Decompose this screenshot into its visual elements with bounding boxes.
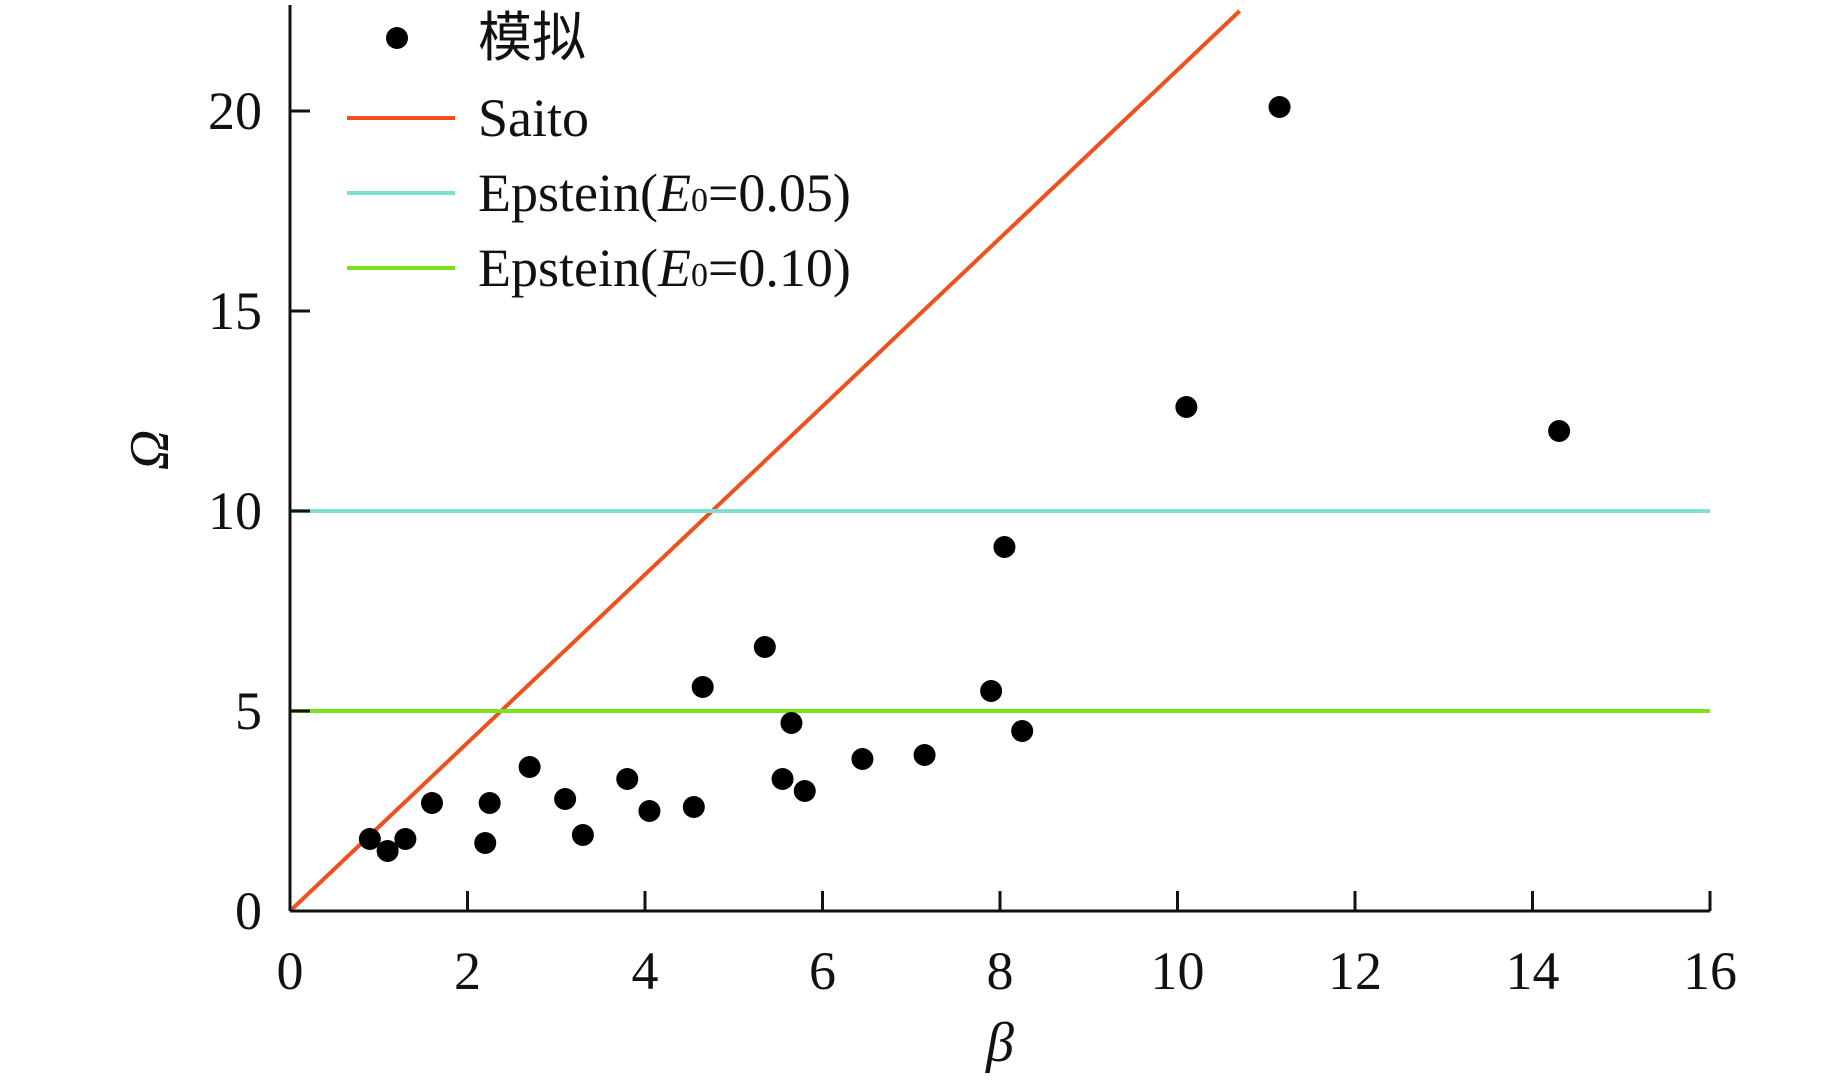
data-point-13 [753, 636, 776, 658]
data-point-0 [358, 828, 381, 850]
legend-marker-0 [386, 27, 408, 49]
data-point-8 [571, 824, 594, 846]
x-tick-label-6: 6 [809, 941, 836, 1001]
y-tick-label-5: 5 [235, 681, 262, 741]
x-tick-label-4: 4 [632, 941, 659, 1001]
y-tick-label-10: 10 [208, 481, 262, 541]
data-point-21 [1011, 720, 1034, 742]
data-point-12 [691, 676, 714, 698]
data-point-16 [793, 780, 816, 802]
x-tick-label-0: 0 [277, 941, 304, 1001]
data-point-24 [1548, 420, 1571, 442]
legend-label-3: Epstein(E0=0.10) [478, 238, 851, 298]
x-tick-label-2: 2 [454, 941, 481, 1001]
data-point-6 [518, 756, 541, 778]
plot-points [358, 96, 1571, 862]
y-tick-label-0: 0 [235, 881, 262, 941]
x-tick-label-16: 16 [1683, 941, 1737, 1001]
legend-label-0: 模拟 [478, 8, 586, 68]
data-point-7 [554, 788, 577, 810]
data-point-4 [474, 832, 497, 854]
legend-label-1: Saito [478, 88, 589, 148]
data-point-15 [780, 712, 803, 734]
ticks: 0 2 4 6 8 10 12 14 16 0 5 10 15 20 [208, 81, 1737, 1001]
data-point-3 [421, 792, 443, 814]
data-point-1 [376, 840, 399, 862]
y-axis-title: Ω [119, 430, 181, 471]
data-point-10 [638, 800, 661, 822]
x-axis-title: β [985, 1012, 1014, 1074]
series-line-1 [288, 9, 1242, 913]
x-tick-label-10: 10 [1151, 941, 1205, 1001]
data-point-17 [851, 748, 874, 770]
x-tick-label-14: 14 [1506, 941, 1560, 1001]
legend: 模拟 Saito Epstein(E0=0.05) Epstein(E0=0.10) [347, 8, 851, 298]
data-point-20 [993, 536, 1016, 558]
data-point-9 [616, 768, 639, 790]
y-tick-label-20: 20 [208, 81, 262, 141]
data-point-19 [980, 680, 1003, 702]
x-tick-label-8: 8 [987, 941, 1014, 1001]
data-point-11 [682, 796, 705, 818]
data-point-22 [1175, 396, 1198, 418]
x-tick-label-12: 12 [1328, 941, 1382, 1001]
legend-label-2: Epstein(E0=0.05) [478, 163, 851, 223]
data-point-5 [478, 792, 501, 814]
data-point-23 [1268, 96, 1291, 118]
data-point-2 [394, 828, 417, 850]
data-point-14 [771, 768, 794, 790]
data-point-18 [913, 744, 936, 766]
y-tick-label-15: 15 [208, 281, 262, 341]
plot-lines [288, 9, 1710, 913]
